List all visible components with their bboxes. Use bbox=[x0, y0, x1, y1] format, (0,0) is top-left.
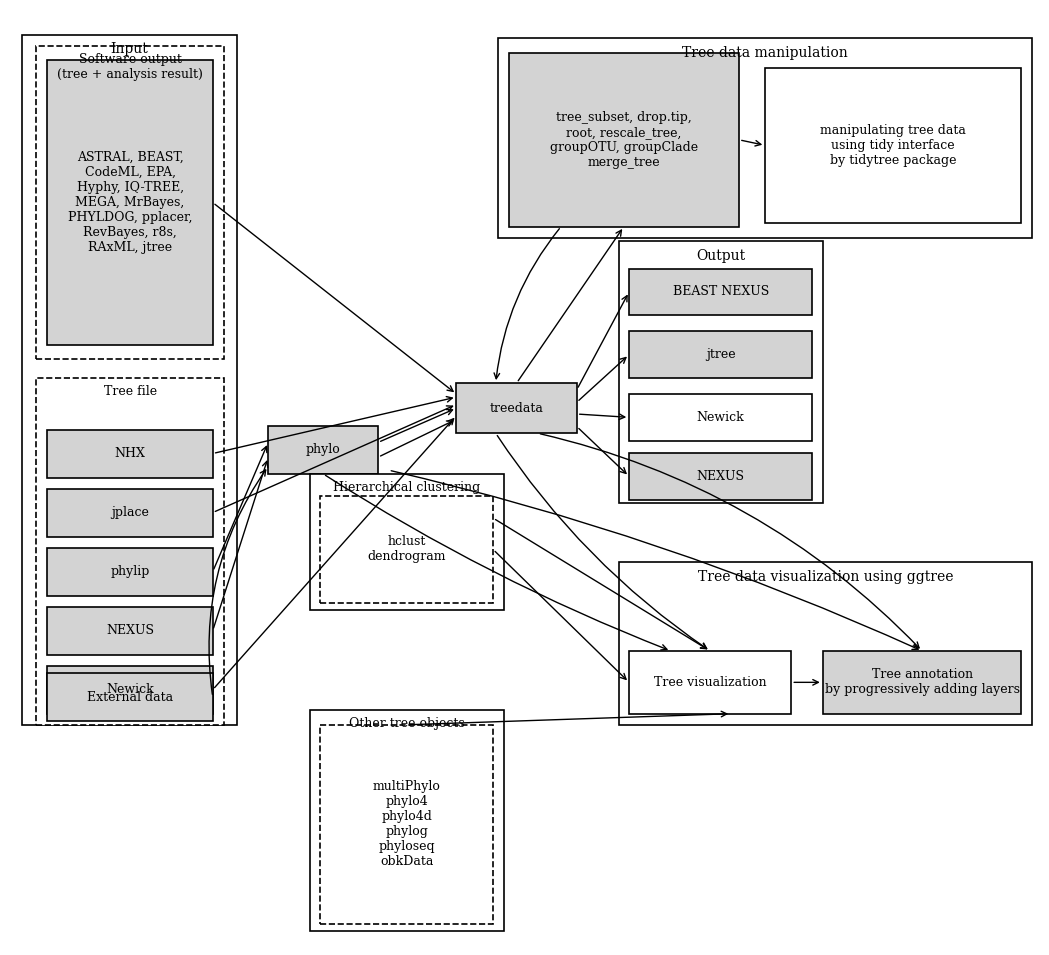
FancyBboxPatch shape bbox=[22, 34, 237, 725]
FancyBboxPatch shape bbox=[47, 547, 213, 596]
Text: BEAST NEXUS: BEAST NEXUS bbox=[672, 286, 769, 298]
FancyBboxPatch shape bbox=[629, 331, 812, 378]
FancyBboxPatch shape bbox=[36, 378, 224, 725]
Text: Software output
(tree + analysis result): Software output (tree + analysis result) bbox=[57, 53, 204, 81]
FancyBboxPatch shape bbox=[36, 46, 224, 359]
Text: phylo: phylo bbox=[305, 443, 341, 456]
FancyBboxPatch shape bbox=[456, 383, 577, 434]
Text: manipulating tree data
using tidy interface
by tidytree package: manipulating tree data using tidy interf… bbox=[820, 124, 966, 167]
Text: phylip: phylip bbox=[110, 565, 150, 578]
Text: NEXUS: NEXUS bbox=[106, 625, 154, 637]
FancyBboxPatch shape bbox=[47, 606, 213, 655]
FancyBboxPatch shape bbox=[321, 496, 493, 603]
FancyBboxPatch shape bbox=[311, 474, 504, 610]
Text: treedata: treedata bbox=[490, 402, 543, 414]
Text: Output: Output bbox=[697, 248, 745, 263]
FancyBboxPatch shape bbox=[47, 673, 213, 721]
FancyBboxPatch shape bbox=[498, 38, 1032, 238]
Text: NEXUS: NEXUS bbox=[697, 470, 745, 483]
FancyBboxPatch shape bbox=[619, 562, 1032, 725]
FancyBboxPatch shape bbox=[629, 651, 791, 713]
FancyBboxPatch shape bbox=[822, 651, 1022, 713]
FancyBboxPatch shape bbox=[619, 242, 822, 503]
FancyBboxPatch shape bbox=[47, 489, 213, 537]
Text: jtree: jtree bbox=[706, 348, 735, 361]
FancyBboxPatch shape bbox=[311, 710, 504, 931]
Text: Tree annotation
by progressively adding layers: Tree annotation by progressively adding … bbox=[825, 668, 1020, 696]
Text: Tree visualization: Tree visualization bbox=[654, 676, 767, 689]
FancyBboxPatch shape bbox=[47, 430, 213, 478]
FancyBboxPatch shape bbox=[47, 666, 213, 713]
Text: jplace: jplace bbox=[111, 506, 149, 520]
FancyBboxPatch shape bbox=[321, 725, 493, 924]
Text: Other tree objects: Other tree objects bbox=[349, 717, 465, 731]
Text: multiPhylo
phylo4
phylo4d
phylog
phyloseq
obkData: multiPhylo phylo4 phylo4d phylog phylose… bbox=[372, 780, 441, 868]
Text: Tree file: Tree file bbox=[104, 385, 156, 398]
FancyBboxPatch shape bbox=[47, 60, 213, 345]
FancyBboxPatch shape bbox=[509, 53, 738, 226]
Text: hclust
dendrogram: hclust dendrogram bbox=[367, 536, 446, 563]
Text: NHX: NHX bbox=[114, 447, 146, 460]
FancyBboxPatch shape bbox=[765, 68, 1022, 223]
Text: Tree data manipulation: Tree data manipulation bbox=[682, 46, 848, 59]
Text: Input: Input bbox=[111, 42, 148, 56]
Text: ASTRAL, BEAST,
CodeML, EPA,
Hyphy, IQ-TREE,
MEGA, MrBayes,
PHYLDOG, pplacer,
Rev: ASTRAL, BEAST, CodeML, EPA, Hyphy, IQ-TR… bbox=[68, 151, 192, 254]
FancyBboxPatch shape bbox=[629, 394, 812, 440]
Text: Tree data visualization using ggtree: Tree data visualization using ggtree bbox=[698, 570, 954, 584]
FancyBboxPatch shape bbox=[629, 268, 812, 315]
FancyBboxPatch shape bbox=[629, 453, 812, 499]
Text: Hierarchical clustering: Hierarchical clustering bbox=[334, 481, 480, 494]
FancyBboxPatch shape bbox=[269, 426, 378, 474]
Text: Newick: Newick bbox=[697, 411, 745, 424]
Text: Newick: Newick bbox=[106, 683, 154, 696]
Text: External data: External data bbox=[87, 690, 173, 704]
Text: tree_subset, drop.tip,
root, rescale_tree,
groupOTU, groupClade
merge_tree: tree_subset, drop.tip, root, rescale_tre… bbox=[550, 111, 698, 169]
